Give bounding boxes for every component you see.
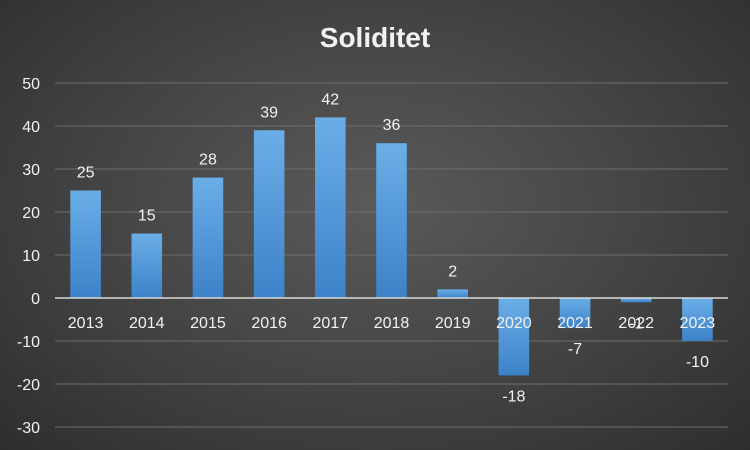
x-tick-label: 2019 <box>435 315 471 332</box>
bar-2018 <box>376 143 407 298</box>
x-tick-label: 2018 <box>374 315 410 332</box>
data-label: 28 <box>199 152 217 169</box>
x-tick-label: 2016 <box>251 315 287 332</box>
bar-2023 <box>682 298 713 341</box>
bar-2013 <box>70 190 101 298</box>
y-tick-label: -30 <box>17 420 40 437</box>
data-label: -1 <box>629 315 643 332</box>
x-tick-label: 2014 <box>129 315 165 332</box>
x-tick-label: 2017 <box>313 315 349 332</box>
x-tick-label: 2013 <box>68 315 104 332</box>
bar-2021 <box>559 298 591 329</box>
data-label: 15 <box>138 208 156 225</box>
x-axis-tick-labels: 2013 2014 2015 2016 2017 2018 2019 2020 2021 2022… <box>68 315 716 332</box>
bar-2014 <box>131 233 163 298</box>
chart-title: Soliditet <box>320 22 430 53</box>
data-label: 36 <box>383 117 401 134</box>
x-tick-label: 2022 <box>618 315 654 332</box>
data-label: 2 <box>448 263 457 280</box>
data-label: 42 <box>321 91 339 108</box>
y-tick-label: 0 <box>31 291 40 308</box>
y-tick-label: 30 <box>22 162 40 179</box>
bars <box>70 117 713 376</box>
y-tick-label: -20 <box>17 377 40 394</box>
y-tick-label: 40 <box>22 119 40 136</box>
bar-2019 <box>437 289 468 298</box>
y-tick-label: 50 <box>22 76 40 93</box>
data-labels: 25 15 28 39 42 36 2 -18 -7 -1 -10 <box>77 91 709 405</box>
bar-2016 <box>253 130 285 298</box>
x-tick-label: 2020 <box>496 315 532 332</box>
x-tick-label: 2015 <box>190 315 226 332</box>
bar-2015 <box>192 177 224 298</box>
data-label: 39 <box>260 104 278 121</box>
bar-2022 <box>620 298 652 303</box>
y-tick-label: 10 <box>22 248 40 265</box>
data-label: -18 <box>502 388 525 405</box>
y-axis-tick-labels: 50 40 30 20 10 0 -10 -20 -30 <box>17 76 40 437</box>
data-label: -10 <box>686 354 709 371</box>
x-tick-label: 2023 <box>680 315 716 332</box>
data-label: -7 <box>568 341 582 358</box>
bar-2020 <box>498 298 530 376</box>
x-tick-label: 2021 <box>557 315 593 332</box>
bar-2017 <box>315 117 346 299</box>
y-tick-label: 20 <box>22 205 40 222</box>
data-label: 25 <box>77 165 95 182</box>
y-tick-label: -10 <box>17 334 40 351</box>
